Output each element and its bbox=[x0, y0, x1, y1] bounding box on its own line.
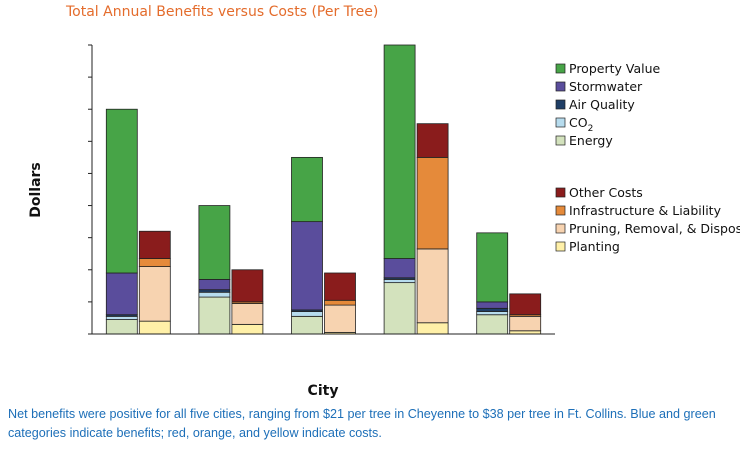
bar-segment-planting bbox=[416, 322, 449, 335]
bar-segment-infrastructure-liability bbox=[138, 258, 171, 267]
bar-segment-stormwater bbox=[198, 279, 231, 291]
bar-segment-stormwater bbox=[383, 258, 416, 279]
legend-label: Pruning, Removal, & Disposal bbox=[569, 221, 740, 236]
figure-caption: Net benefits were positive for all five … bbox=[8, 407, 716, 440]
legend-label-text: Other Costs bbox=[569, 185, 643, 200]
bar-segment-pruning-removal-disposal bbox=[509, 315, 542, 332]
bar-segment-stormwater bbox=[291, 221, 323, 311]
bar-segment-co2 bbox=[198, 291, 231, 298]
bar-segment-property-value bbox=[105, 108, 138, 274]
legend-label-text: Pruning, Removal, & Disposal bbox=[569, 221, 740, 236]
bar-segment-other-costs bbox=[509, 293, 542, 316]
legend-label-text: Stormwater bbox=[569, 79, 643, 94]
bar-segment-other-costs bbox=[138, 230, 171, 259]
bar-segment-planting bbox=[138, 320, 171, 335]
bar-segment-other-costs bbox=[324, 272, 356, 301]
legend-label: Other Costs bbox=[569, 185, 643, 200]
legend-label: Air Quality bbox=[569, 97, 635, 112]
legend-swatch bbox=[555, 63, 566, 74]
legend-swatch bbox=[555, 135, 566, 146]
legend-label: Planting bbox=[569, 239, 620, 254]
bar-segment-pruning-removal-disposal bbox=[231, 303, 264, 325]
legend-swatch bbox=[555, 81, 566, 92]
y-tick-labels bbox=[88, 44, 92, 335]
bar-segment-pruning-removal-disposal bbox=[138, 266, 171, 322]
bar-segment-property-value bbox=[383, 44, 416, 259]
y-axis-label: Dollars bbox=[28, 162, 44, 218]
legend-swatch bbox=[555, 241, 566, 252]
bar-segment-co2 bbox=[291, 311, 323, 317]
bar-segment-other-costs bbox=[231, 269, 264, 303]
bar-segment-energy bbox=[476, 314, 509, 335]
legend-label: Stormwater bbox=[569, 79, 643, 94]
chart-title: Total Annual Benefits versus Costs (Per … bbox=[66, 4, 379, 20]
legend-label-text: Infrastructure & Liability bbox=[569, 203, 722, 218]
axes bbox=[91, 45, 555, 335]
legend-swatch bbox=[555, 99, 566, 110]
bar-segment-pruning-removal-disposal bbox=[416, 248, 449, 324]
legend-label: Property Value bbox=[569, 61, 661, 76]
bar-segment-property-value bbox=[198, 205, 231, 280]
bar-segment-property-value bbox=[291, 156, 323, 223]
bar-segment-stormwater bbox=[476, 301, 509, 309]
legend-label-text: Property Value bbox=[569, 61, 661, 76]
bar-segment-energy bbox=[198, 296, 231, 335]
bar-segment-co2 bbox=[476, 311, 509, 316]
legend-label: CO2 bbox=[569, 115, 593, 134]
x-axis-label: City bbox=[308, 383, 339, 399]
bar-segment-infrastructure-liability bbox=[416, 156, 449, 250]
legend-swatch bbox=[555, 117, 566, 128]
legend-label-text: CO bbox=[569, 115, 588, 130]
legend-swatch bbox=[555, 187, 566, 198]
legend-label-text: Energy bbox=[569, 133, 613, 148]
bar-segment-co2 bbox=[383, 279, 416, 284]
bar-segment-other-costs bbox=[416, 123, 449, 158]
legend-swatch bbox=[555, 205, 566, 216]
legend: Property Value Stormwater Air Quality CO2En… bbox=[555, 61, 740, 254]
bar-segment-energy bbox=[291, 315, 323, 335]
bar-segment-planting bbox=[231, 323, 264, 335]
bar-segment-stormwater bbox=[105, 272, 138, 316]
legend-label-text: Planting bbox=[569, 239, 620, 254]
legend-label: Energy bbox=[569, 133, 613, 148]
bar-segment-energy bbox=[383, 282, 416, 335]
stacked-bar-chart: Dollars City Property Value Stormwater Air… bbox=[28, 44, 740, 399]
bar-segment-energy bbox=[105, 319, 138, 335]
bar-segment-infrastructure-liability bbox=[324, 299, 356, 306]
legend-label-text: Air Quality bbox=[569, 97, 635, 112]
bar-segment-air-quality bbox=[476, 307, 509, 312]
bar-segment-property-value bbox=[476, 232, 509, 303]
legend-swatch bbox=[555, 223, 566, 234]
legend-label-subscript: 2 bbox=[588, 124, 594, 134]
bar-segment-co2 bbox=[105, 315, 138, 320]
bar-segment-pruning-removal-disposal bbox=[324, 304, 356, 333]
bar-stacks bbox=[105, 44, 542, 335]
legend-label: Infrastructure & Liability bbox=[569, 203, 722, 218]
